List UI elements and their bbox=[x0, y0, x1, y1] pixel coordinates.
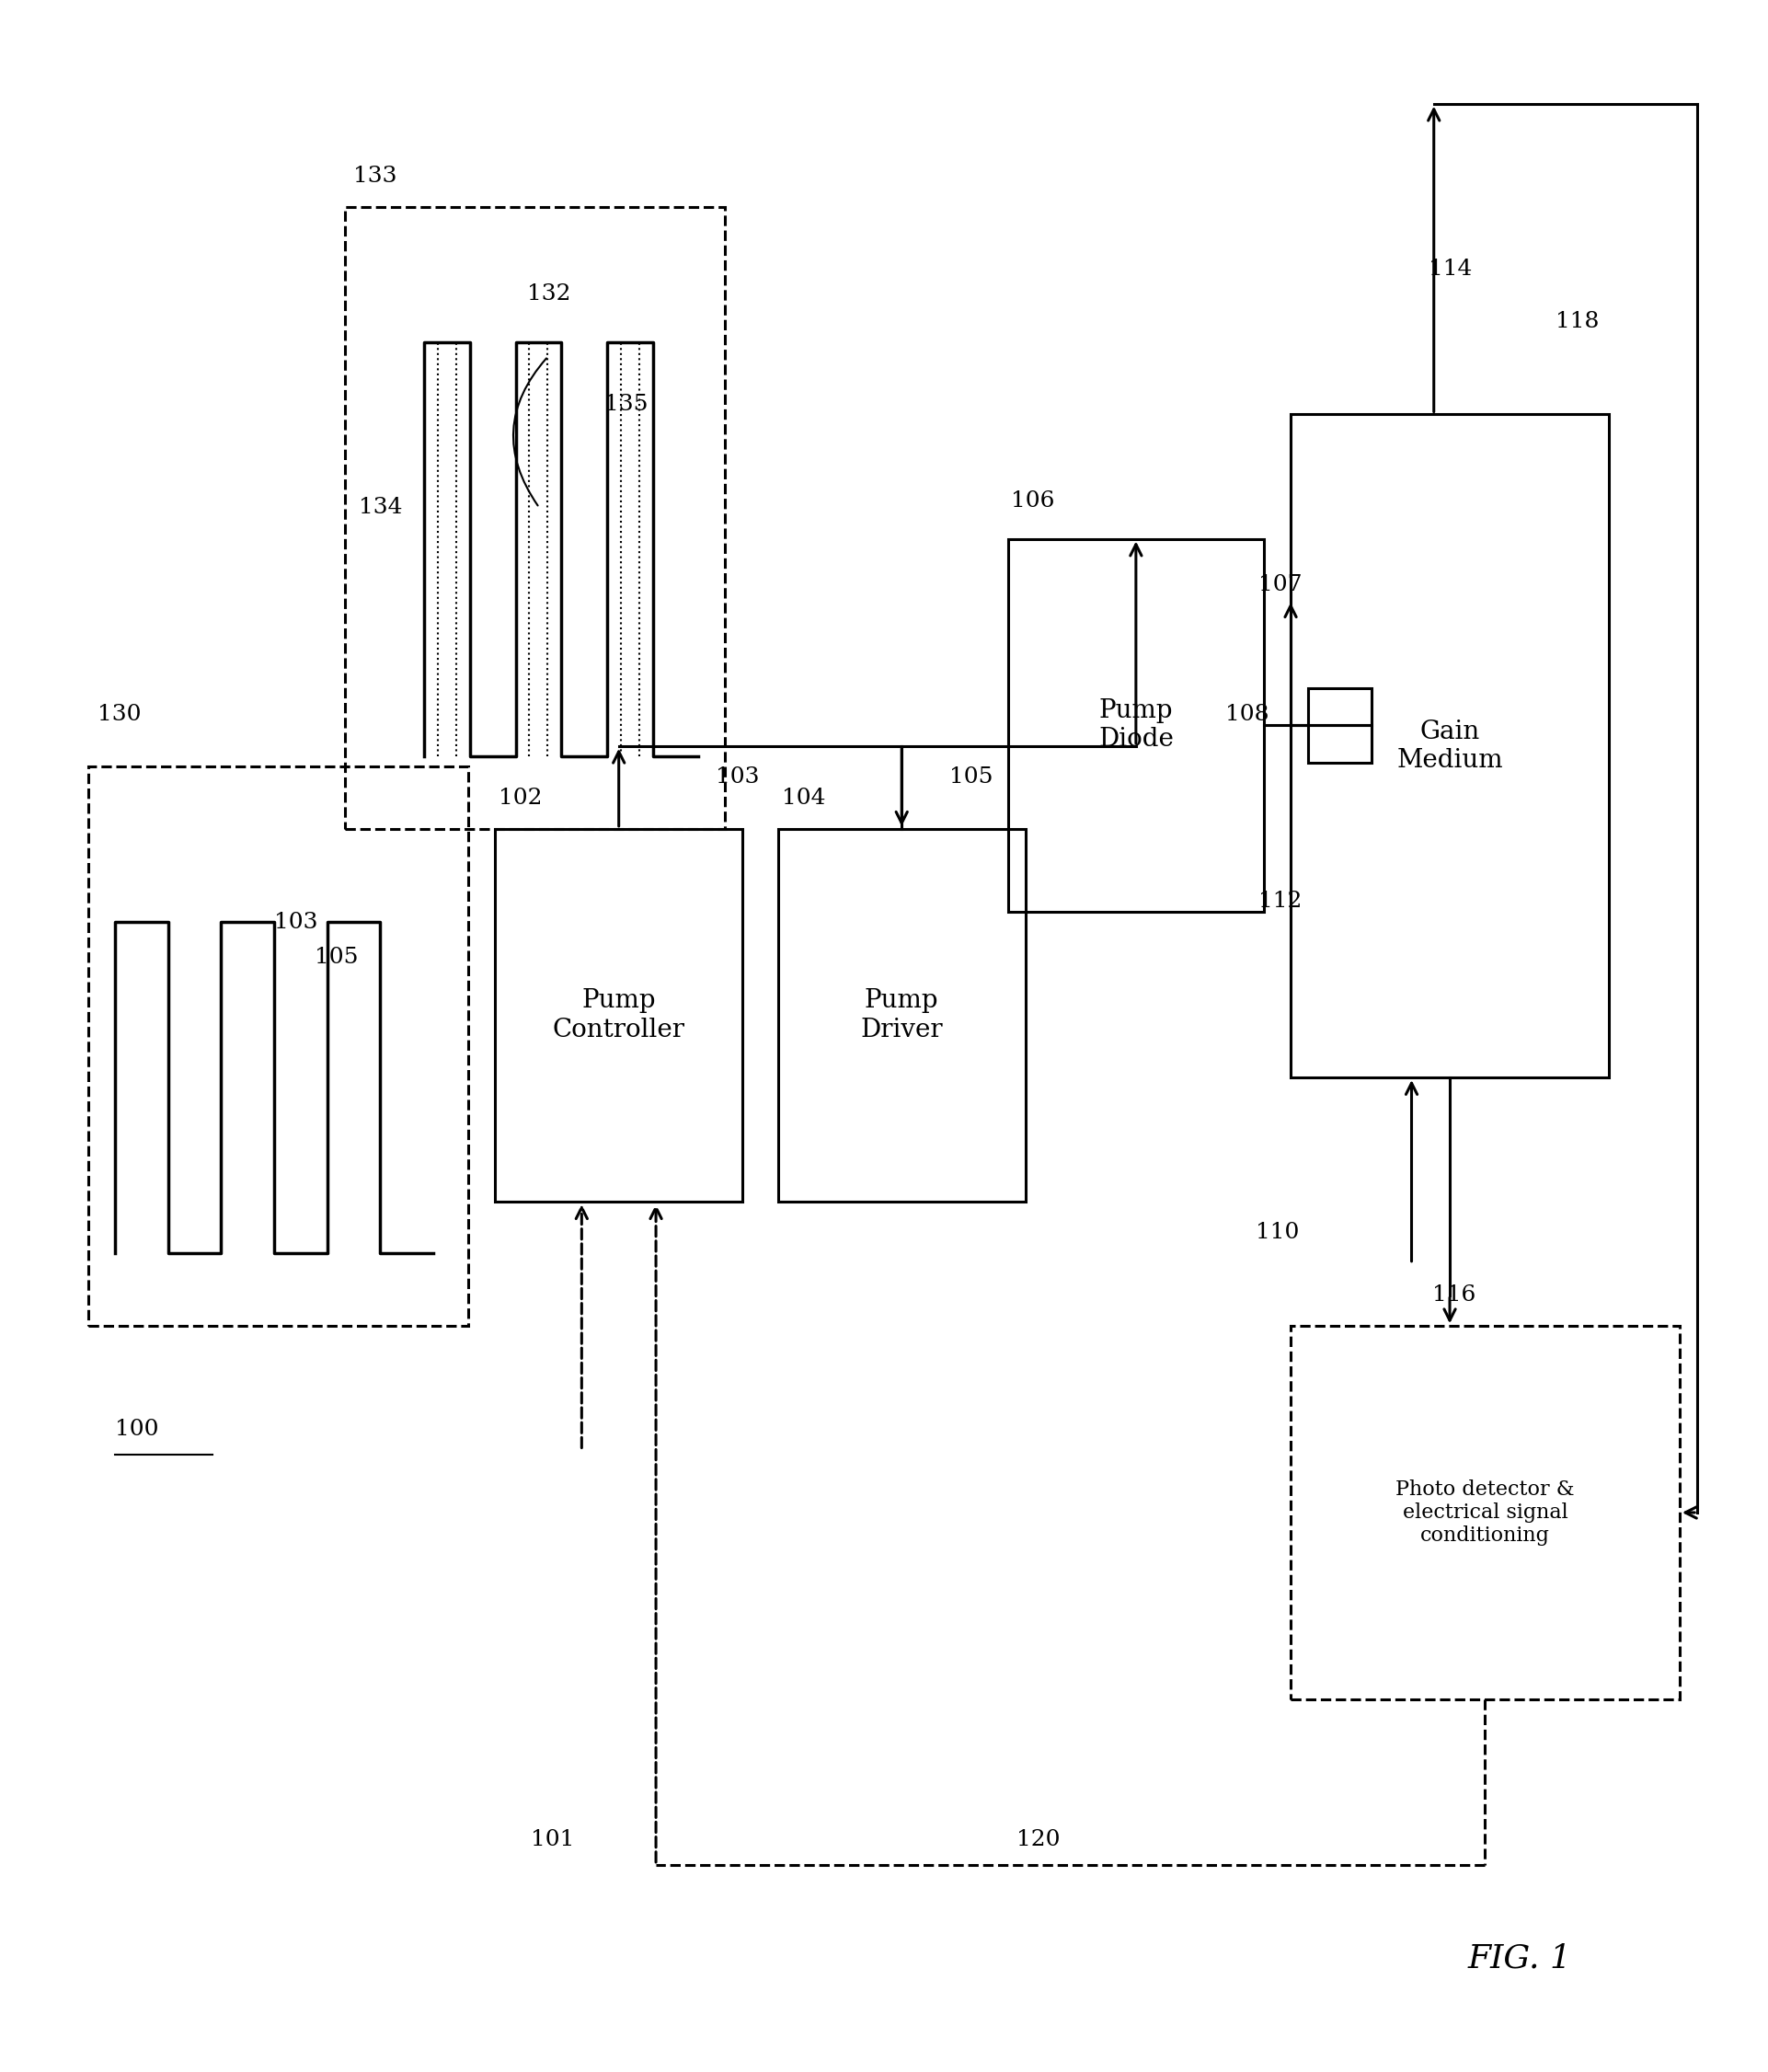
Text: 103: 103 bbox=[716, 767, 760, 787]
Text: 120: 120 bbox=[1017, 1830, 1061, 1850]
Text: Pump
Controller: Pump Controller bbox=[553, 988, 684, 1042]
Text: Pump
Driver: Pump Driver bbox=[861, 988, 942, 1042]
Bar bbox=[88, 767, 469, 1326]
Text: 133: 133 bbox=[354, 166, 398, 186]
Text: 108: 108 bbox=[1225, 704, 1269, 725]
Text: Photo detector &
electrical signal
conditioning: Photo detector & electrical signal condi… bbox=[1395, 1479, 1575, 1546]
Text: 118: 118 bbox=[1556, 311, 1600, 332]
Text: 116: 116 bbox=[1432, 1285, 1476, 1305]
Text: 112: 112 bbox=[1259, 891, 1303, 912]
Text: 104: 104 bbox=[781, 787, 826, 808]
Text: Gain
Medium: Gain Medium bbox=[1397, 719, 1503, 773]
Text: 101: 101 bbox=[530, 1830, 575, 1850]
Text: Pump
Diode: Pump Diode bbox=[1098, 698, 1174, 752]
Text: 135: 135 bbox=[605, 394, 649, 414]
Text: 114: 114 bbox=[1429, 259, 1473, 280]
Bar bbox=[1291, 414, 1609, 1077]
Bar bbox=[495, 829, 743, 1202]
Text: FIG. 1: FIG. 1 bbox=[1467, 1941, 1572, 1975]
Text: 107: 107 bbox=[1259, 574, 1303, 595]
Text: 102: 102 bbox=[499, 787, 543, 808]
Text: 130: 130 bbox=[97, 704, 141, 725]
Bar bbox=[1008, 539, 1264, 912]
Text: 132: 132 bbox=[527, 284, 571, 305]
Text: 100: 100 bbox=[115, 1419, 159, 1440]
Text: 134: 134 bbox=[359, 497, 403, 518]
Text: 106: 106 bbox=[1011, 491, 1055, 512]
Text: 110: 110 bbox=[1255, 1222, 1299, 1243]
Text: 105: 105 bbox=[949, 767, 994, 787]
Text: 105: 105 bbox=[315, 947, 359, 968]
Bar bbox=[1291, 1326, 1680, 1699]
Bar bbox=[1308, 688, 1372, 762]
Bar bbox=[345, 207, 725, 829]
Text: 103: 103 bbox=[274, 912, 318, 932]
Bar bbox=[778, 829, 1025, 1202]
